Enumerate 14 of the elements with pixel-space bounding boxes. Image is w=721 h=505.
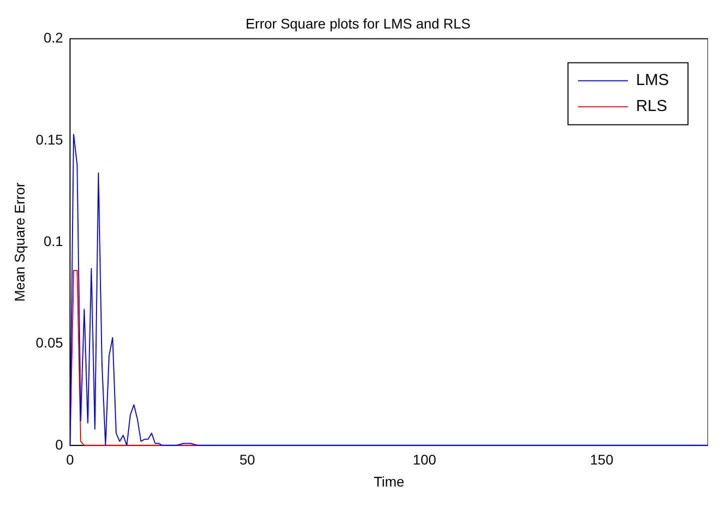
y-axis-title: Mean Square Error bbox=[11, 182, 28, 302]
x-tick-label: 150 bbox=[590, 452, 614, 468]
y-tick-label: 0.15 bbox=[36, 131, 64, 148]
chart-title: Error Square plots for LMS and RLS bbox=[246, 15, 470, 32]
x-axis-title: Time bbox=[374, 473, 405, 490]
legend-label: LMS bbox=[636, 72, 669, 90]
legend-label: RLS bbox=[636, 98, 668, 116]
x-tick-label: 100 bbox=[412, 452, 436, 468]
y-tick-label: 0.2 bbox=[44, 30, 64, 46]
x-tick-label: 0 bbox=[66, 452, 74, 468]
y-tick-label: 0 bbox=[55, 436, 64, 452]
x-tick-label: 50 bbox=[239, 452, 256, 468]
y-tick-label: 0.1 bbox=[44, 232, 64, 249]
y-tick-label: 0.05 bbox=[36, 334, 64, 351]
